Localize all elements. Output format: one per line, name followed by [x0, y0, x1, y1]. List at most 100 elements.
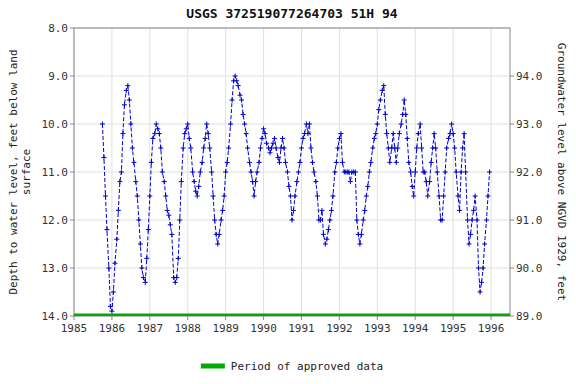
point-marker	[373, 131, 378, 136]
point-marker	[182, 131, 187, 136]
point-marker	[462, 131, 467, 136]
point-marker	[381, 83, 386, 88]
point-marker	[487, 170, 492, 175]
x-tick	[187, 316, 188, 320]
x-tick-label: 1991	[288, 322, 315, 335]
point-marker	[233, 74, 238, 79]
point-marker	[209, 170, 214, 175]
x-tick	[263, 316, 264, 320]
point-marker	[141, 275, 146, 280]
x-tick-label: 1990	[250, 322, 277, 335]
y2-axis-label-line: Groundwater level above NGVD 1929, feet	[555, 43, 568, 301]
point-marker	[206, 131, 211, 136]
point-marker	[413, 170, 418, 175]
y-tick-label: 11.0	[42, 166, 69, 179]
point-marker	[149, 160, 154, 165]
point-marker	[310, 160, 315, 165]
point-marker	[139, 266, 144, 271]
point-marker	[375, 122, 380, 127]
point-marker	[368, 160, 373, 165]
point-marker	[327, 218, 332, 223]
y2-tick	[510, 172, 514, 173]
point-marker	[419, 146, 424, 151]
point-marker	[135, 194, 140, 199]
point-marker	[482, 242, 487, 247]
point-marker	[359, 232, 364, 237]
y-tick	[70, 172, 74, 173]
point-marker	[258, 146, 263, 151]
point-marker	[241, 112, 246, 117]
point-marker	[138, 242, 143, 247]
y-tick-label: 12.0	[42, 214, 69, 227]
point-marker	[387, 160, 392, 165]
point-marker	[326, 227, 331, 232]
point-marker	[131, 160, 136, 165]
point-marker	[261, 126, 266, 131]
point-marker	[163, 194, 168, 199]
point-marker	[196, 184, 201, 189]
y2-tick	[510, 76, 514, 77]
point-marker	[315, 194, 320, 199]
point-marker	[160, 170, 165, 175]
point-marker	[354, 218, 359, 223]
point-marker	[471, 208, 476, 213]
point-marker	[399, 122, 404, 127]
point-marker	[463, 170, 468, 175]
point-marker	[147, 194, 152, 199]
point-marker	[255, 170, 260, 175]
y-tick	[70, 124, 74, 125]
point-marker	[211, 194, 216, 199]
point-marker	[427, 179, 432, 184]
point-marker	[184, 126, 189, 131]
point-marker	[136, 218, 141, 223]
point-marker	[475, 218, 480, 223]
point-marker	[238, 93, 243, 98]
point-marker	[357, 242, 362, 247]
point-marker	[449, 122, 454, 127]
y2-tick-label: 94.0	[516, 70, 543, 83]
point-marker	[416, 131, 421, 136]
point-marker	[353, 170, 358, 175]
point-marker	[468, 232, 473, 237]
x-tick-label: 1986	[99, 322, 126, 335]
point-marker	[168, 222, 173, 227]
point-marker	[319, 208, 324, 213]
y2-tick	[510, 124, 514, 125]
point-marker	[225, 160, 230, 165]
point-marker	[414, 146, 419, 151]
point-marker	[119, 170, 124, 175]
point-marker	[313, 179, 318, 184]
title: USGS 372519077264703 51H 94	[186, 6, 397, 21]
point-marker	[370, 146, 375, 151]
point-marker	[380, 88, 385, 93]
point-marker	[405, 136, 410, 141]
point-marker	[443, 170, 448, 175]
point-marker	[456, 194, 461, 199]
point-marker	[410, 184, 415, 189]
point-marker	[376, 107, 381, 112]
point-marker	[220, 208, 225, 213]
point-marker	[290, 218, 295, 223]
x-tick	[377, 316, 378, 320]
y-tick-label: 8.0	[48, 22, 68, 35]
x-tick	[491, 316, 492, 320]
point-marker	[176, 256, 181, 261]
y2-tick-label: 90.0	[516, 262, 543, 275]
y2-tick-label: 93.0	[516, 118, 543, 131]
y-tick-label: 14.0	[42, 310, 69, 323]
legend: Period of approved data	[201, 360, 383, 373]
point-marker	[338, 131, 343, 136]
point-marker	[215, 242, 220, 247]
point-marker	[195, 194, 200, 199]
point-marker	[217, 232, 222, 237]
point-marker	[402, 98, 407, 103]
y-axis-label-line: Depth to water level, feet below land	[7, 49, 20, 294]
axes: 1985198619871988198919901991199219931994…	[42, 22, 543, 335]
background	[0, 0, 576, 384]
point-marker	[155, 126, 160, 131]
y-tick-label: 13.0	[42, 262, 69, 275]
point-marker	[150, 136, 155, 141]
point-marker	[297, 160, 302, 165]
point-marker	[311, 170, 316, 175]
point-marker	[348, 179, 353, 184]
